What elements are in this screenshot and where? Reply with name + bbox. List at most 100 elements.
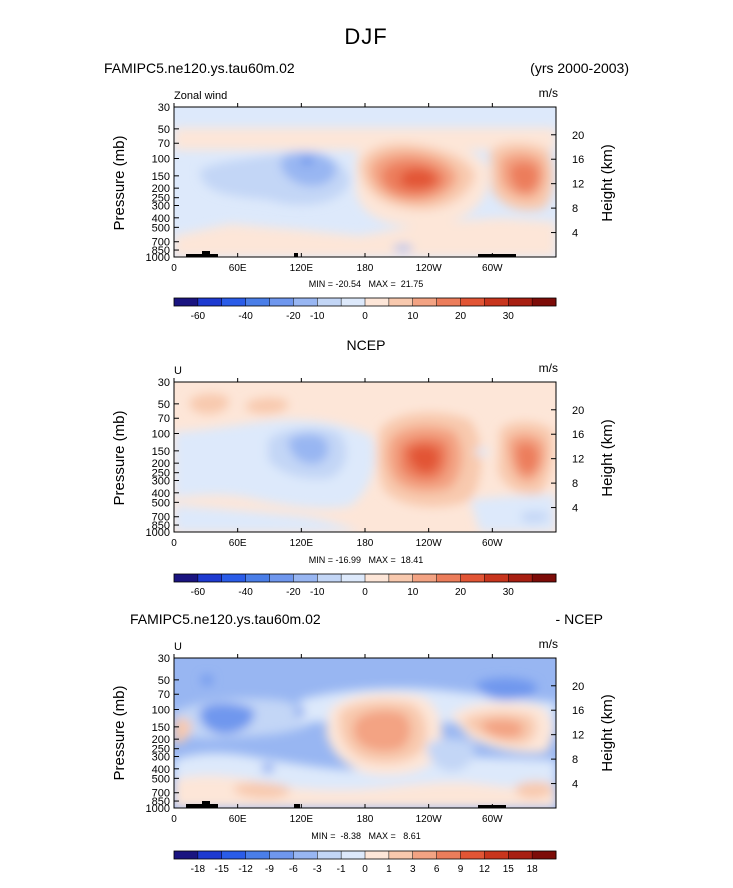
colorbar-swatch <box>508 574 533 582</box>
colorbar-label: -18 <box>191 864 206 875</box>
y-tick-label: 400 <box>152 213 170 225</box>
panel2-variable-label: U <box>174 365 182 377</box>
y-tick-label: 70 <box>158 413 170 425</box>
colorbar-swatch <box>341 298 366 306</box>
y-tick-label: 30 <box>158 653 170 665</box>
y-tick-label: 300 <box>152 475 170 487</box>
x-tick-label: 60W <box>482 263 503 274</box>
colorbar-label: 1 <box>386 864 392 875</box>
colorbar-swatch <box>436 574 461 582</box>
colorbar-swatch <box>317 298 342 306</box>
colorbar-label: 10 <box>407 587 419 598</box>
panel2-units: m/s <box>539 361 558 375</box>
panel1-stats: MIN = -20.54 MAX = 21.75 <box>309 279 424 289</box>
panel3-units: m/s <box>539 637 558 651</box>
colorbar-swatch <box>245 574 270 582</box>
x-tick-label: 180 <box>357 263 374 274</box>
y2-tick-label: 8 <box>572 754 578 766</box>
y-tick-label: 700 <box>152 512 170 524</box>
panel2-colorbar: -60 -40 -20 -10 0 10 20 30 <box>173 573 557 598</box>
y2-tick-label: 4 <box>572 228 578 240</box>
x-tick-label: 0 <box>171 538 177 549</box>
colorbar-label: -40 <box>238 311 253 322</box>
colorbar-swatch <box>532 298 557 306</box>
panel3-stats: MIN = -8.38 MAX = 8.61 <box>311 831 421 841</box>
y-tick-label: 250 <box>152 193 170 205</box>
y2-tick-label: 4 <box>572 779 578 791</box>
colorbar-swatch <box>460 574 485 582</box>
colorbar-label: -10 <box>310 587 325 598</box>
colorbar-swatch <box>532 851 557 859</box>
colorbar-label: 30 <box>503 311 515 322</box>
y2-tick-label: 20 <box>572 681 584 693</box>
colorbar-swatch <box>269 851 294 859</box>
colorbar-swatch <box>460 298 485 306</box>
colorbar-swatch <box>293 851 318 859</box>
panel1: Zonal wind m/s <box>111 86 616 322</box>
colorbar-swatch <box>508 851 533 859</box>
y-tick-label: 850 <box>152 796 170 808</box>
colorbar-label: -20 <box>286 587 301 598</box>
panel1-years: (yrs 2000-2003) <box>530 60 629 76</box>
y-tick-label: 30 <box>158 102 170 114</box>
x-tick-label: 60W <box>482 538 503 549</box>
colorbar-label: 10 <box>407 311 419 322</box>
x-tick-label: 60E <box>229 538 247 549</box>
colorbar-swatch <box>532 574 557 582</box>
y-tick-label: 100 <box>152 154 170 166</box>
colorbar-swatch <box>197 851 223 859</box>
panel2-stats: MIN = -16.99 MAX = 18.41 <box>309 555 424 565</box>
colorbar-label: 15 <box>503 864 515 875</box>
x-tick-label: 0 <box>171 814 177 825</box>
colorbar-swatch <box>484 574 509 582</box>
y2-tick-label: 8 <box>572 203 578 215</box>
panel2-y2label: Height (km) <box>599 419 616 497</box>
y-tick-label: 500 <box>152 773 170 785</box>
colorbar-label: -40 <box>238 587 253 598</box>
panel3: U m/s <box>111 637 616 875</box>
colorbar-label: 6 <box>434 864 440 875</box>
y-tick-label: 400 <box>152 488 170 500</box>
colorbar-swatch <box>365 574 390 582</box>
colorbar-label: -60 <box>191 587 206 598</box>
panel1-colorbar: -60 -40 -20 -10 0 10 20 30 <box>173 297 557 322</box>
colorbar-label: 30 <box>503 587 515 598</box>
panel3-colorbar: -18 -15 -12 -9 -6 -3 -1 0 1 3 6 9 12 15 18 <box>173 850 557 875</box>
x-tick-label: 0 <box>171 263 177 274</box>
colorbar-label: 9 <box>458 864 464 875</box>
colorbar-swatch <box>221 851 247 859</box>
y-tick-label: 300 <box>152 751 170 763</box>
colorbar-swatch <box>436 851 461 859</box>
colorbar-swatch <box>221 574 247 582</box>
colorbar-swatch <box>365 851 390 859</box>
colorbar-swatch <box>388 851 414 859</box>
y-tick-label: 250 <box>152 744 170 756</box>
colorbar-swatch <box>365 298 390 306</box>
y-tick-label: 200 <box>152 183 170 195</box>
colorbar-swatch <box>341 574 366 582</box>
panel3-suffix: - NCEP <box>556 611 603 627</box>
panel3-variable-label: U <box>174 641 182 653</box>
y-tick-label: 200 <box>152 734 170 746</box>
y-tick-label: 700 <box>152 237 170 249</box>
colorbar-swatch <box>245 851 270 859</box>
colorbar-label: 18 <box>527 864 539 875</box>
colorbar-swatch <box>412 851 438 859</box>
panel2-ticks: 0 60E 120E 180 120W 60W3050701001502002503004… <box>146 377 585 549</box>
colorbar-label: -9 <box>265 864 274 875</box>
panel3-title: FAMIPC5.ne120.ys.tau60m.02 <box>130 611 321 627</box>
panel2-field <box>174 382 556 532</box>
y2-tick-label: 20 <box>572 405 584 417</box>
colorbar-label: 20 <box>455 311 467 322</box>
y-tick-label: 50 <box>158 399 170 411</box>
colorbar-swatch <box>245 298 270 306</box>
page-title: DJF <box>344 24 387 49</box>
colorbar-swatch <box>436 298 461 306</box>
y-tick-label: 850 <box>152 520 170 532</box>
panel3-y2label: Height (km) <box>599 694 616 772</box>
y-tick-label: 300 <box>152 200 170 212</box>
y-tick-label: 500 <box>152 222 170 234</box>
y2-tick-label: 16 <box>572 429 584 441</box>
panel1-ticks: 0 60E 120E 180 120W 60W3050701001502002503004… <box>146 102 585 274</box>
